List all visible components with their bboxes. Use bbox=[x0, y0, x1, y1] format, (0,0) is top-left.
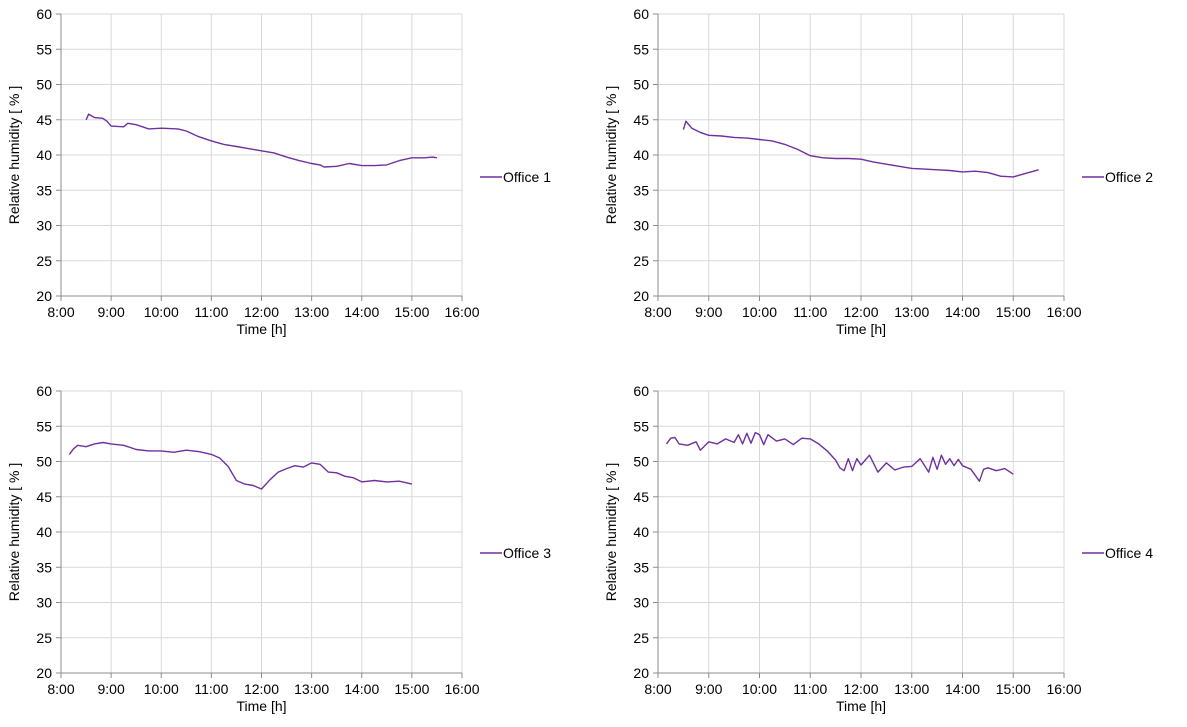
series-line bbox=[665, 431, 1014, 482]
chart-panel-4: 8:00 9:00 10:00 11:00 12:00 13:00 14:00 15:00 16… bbox=[603, 383, 1153, 714]
y-tick-label: 55 bbox=[633, 418, 649, 434]
legend: Office 1 bbox=[480, 169, 551, 185]
x-tick-label: 13:00 bbox=[894, 681, 929, 697]
x-tick-label: 11:00 bbox=[793, 681, 827, 697]
y-tick-label: 20 bbox=[633, 665, 649, 681]
x-axis-label: Time [h] bbox=[236, 321, 286, 337]
x-tick-label: 12:00 bbox=[244, 304, 279, 320]
y-axis-label: Relative humidity [ % ] bbox=[6, 463, 22, 602]
y-tick-label: 55 bbox=[633, 41, 649, 57]
x-tick-label: 10:00 bbox=[742, 304, 777, 320]
y-axis-label: Relative humidity [ % ] bbox=[603, 463, 619, 602]
y-tick-label: 35 bbox=[36, 182, 52, 198]
x-tick-label: 12:00 bbox=[843, 681, 878, 697]
x-tick-label: 15:00 bbox=[996, 681, 1031, 697]
x-tick-label: 16:00 bbox=[444, 304, 479, 320]
y-axis-label: Relative humidity [ % ] bbox=[6, 86, 22, 225]
legend: Office 4 bbox=[1082, 545, 1153, 561]
y-tick-label: 35 bbox=[36, 559, 52, 575]
y-tick-label: 55 bbox=[36, 41, 52, 57]
x-tick-label: 14:00 bbox=[945, 304, 980, 320]
y-tick-label: 60 bbox=[633, 6, 649, 22]
x-tick-label: 15:00 bbox=[394, 681, 429, 697]
series-line bbox=[68, 441, 413, 490]
x-tick-label: 16:00 bbox=[444, 681, 479, 697]
y-tick-label: 50 bbox=[633, 77, 649, 93]
y-tick-label: 30 bbox=[36, 595, 52, 611]
legend-label: Office 3 bbox=[503, 545, 551, 561]
x-tick-label: 13:00 bbox=[894, 304, 929, 320]
x-tick-label: 8:00 bbox=[47, 681, 74, 697]
x-tick-label: 13:00 bbox=[294, 681, 329, 697]
x-tick-label: 16:00 bbox=[1046, 304, 1081, 320]
y-tick-label: 60 bbox=[36, 6, 52, 22]
x-tick-label: 16:00 bbox=[1046, 681, 1081, 697]
x-tick-label: 12:00 bbox=[843, 304, 878, 320]
y-tick-label: 45 bbox=[633, 112, 649, 128]
x-tick-label: 15:00 bbox=[394, 304, 429, 320]
x-axis-label: Time [h] bbox=[836, 698, 886, 714]
y-tick-label: 60 bbox=[36, 383, 52, 399]
chart-panel-2: 8:00 9:00 10:00 11:00 12:00 13:00 14:00 15:00 16… bbox=[603, 6, 1153, 337]
y-tick-label: 55 bbox=[36, 418, 52, 434]
y-tick-label: 45 bbox=[36, 112, 52, 128]
x-tick-label: 9:00 bbox=[695, 681, 722, 697]
x-tick-label: 9:00 bbox=[695, 304, 722, 320]
x-tick-label: 10:00 bbox=[144, 304, 179, 320]
y-tick-label: 30 bbox=[633, 595, 649, 611]
y-tick-label: 40 bbox=[633, 524, 649, 540]
y-tick-label: 50 bbox=[36, 77, 52, 93]
legend: Office 2 bbox=[1082, 169, 1153, 185]
y-tick-label: 25 bbox=[633, 630, 649, 646]
y-axis-label: Relative humidity [ % ] bbox=[603, 86, 619, 225]
series-line bbox=[682, 120, 1039, 178]
y-tick-label: 20 bbox=[36, 665, 52, 681]
x-tick-label: 11:00 bbox=[194, 304, 228, 320]
chart-panel-1: 8:00 9:00 10:00 11:00 12:00 13:00 14:00 15:00 16… bbox=[6, 6, 551, 337]
x-tick-label: 10:00 bbox=[742, 681, 777, 697]
legend: Office 3 bbox=[480, 545, 551, 561]
x-tick-label: 9:00 bbox=[98, 681, 125, 697]
y-tick-label: 35 bbox=[633, 559, 649, 575]
x-tick-label: 10:00 bbox=[144, 681, 179, 697]
legend-label: Office 2 bbox=[1105, 169, 1153, 185]
x-tick-label: 8:00 bbox=[644, 304, 671, 320]
legend-label: Office 4 bbox=[1105, 545, 1153, 561]
y-tick-label: 40 bbox=[36, 524, 52, 540]
chart-panel-3: 8:00 9:00 10:00 11:00 12:00 13:00 14:00 15:00 16… bbox=[6, 383, 551, 714]
y-tick-label: 45 bbox=[36, 489, 52, 505]
y-tick-label: 25 bbox=[36, 253, 52, 269]
y-tick-label: 25 bbox=[633, 253, 649, 269]
x-tick-label: 11:00 bbox=[793, 304, 827, 320]
y-tick-label: 40 bbox=[36, 147, 52, 163]
y-tick-label: 20 bbox=[633, 288, 649, 304]
y-tick-label: 35 bbox=[633, 182, 649, 198]
x-tick-label: 15:00 bbox=[996, 304, 1031, 320]
y-tick-label: 50 bbox=[36, 454, 52, 470]
legend-label: Office 1 bbox=[503, 169, 551, 185]
x-tick-label: 8:00 bbox=[47, 304, 74, 320]
x-tick-label: 11:00 bbox=[194, 681, 228, 697]
y-tick-label: 50 bbox=[633, 454, 649, 470]
y-tick-label: 30 bbox=[633, 218, 649, 234]
y-tick-label: 60 bbox=[633, 383, 649, 399]
series-line bbox=[85, 113, 438, 168]
y-tick-label: 25 bbox=[36, 630, 52, 646]
x-tick-label: 14:00 bbox=[344, 681, 379, 697]
x-tick-label: 8:00 bbox=[644, 681, 671, 697]
y-tick-label: 20 bbox=[36, 288, 52, 304]
x-tick-label: 12:00 bbox=[244, 681, 279, 697]
x-tick-label: 13:00 bbox=[294, 304, 329, 320]
x-tick-label: 14:00 bbox=[344, 304, 379, 320]
y-tick-label: 45 bbox=[633, 489, 649, 505]
y-tick-label: 30 bbox=[36, 218, 52, 234]
x-tick-label: 9:00 bbox=[98, 304, 125, 320]
x-axis-label: Time [h] bbox=[836, 321, 886, 337]
x-tick-label: 14:00 bbox=[945, 681, 980, 697]
y-tick-label: 40 bbox=[633, 147, 649, 163]
x-axis-label: Time [h] bbox=[236, 698, 286, 714]
